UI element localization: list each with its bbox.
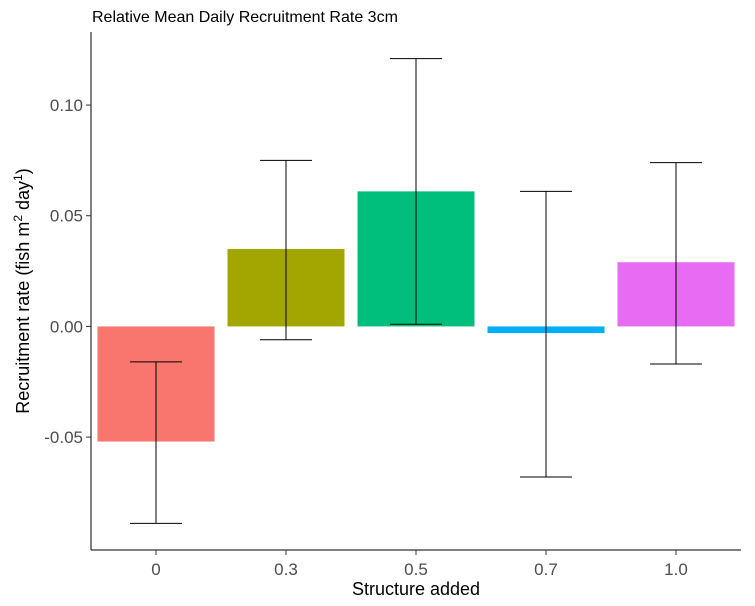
y-ticks-group: -0.05 0.00 0.05 0.10 xyxy=(44,96,91,447)
x-tick-label: 0.3 xyxy=(274,560,298,579)
y-axis-title-sup1: 2 xyxy=(11,215,25,222)
x-tick-label: 0.7 xyxy=(534,560,558,579)
x-tick-label: 0 xyxy=(151,560,160,579)
y-tick-label: 0.10 xyxy=(50,96,83,115)
y-tick-label: -0.05 xyxy=(44,428,83,447)
y-axis-title-end: ) xyxy=(13,168,33,174)
x-tick-label: 1.0 xyxy=(664,560,688,579)
chart-title: Relative Mean Daily Recruitment Rate 3cm xyxy=(92,9,398,26)
y-axis-title-main: Recruitment rate (fish m xyxy=(13,222,33,414)
x-tick-label: 0.5 xyxy=(404,560,428,579)
y-axis-title: Recruitment rate (fish m2 day1) xyxy=(11,168,33,413)
y-tick-label: 0.00 xyxy=(50,317,83,336)
x-axis-title: Structure added xyxy=(352,579,480,599)
x-ticks-group: 0 0.3 0.5 0.7 1.0 xyxy=(151,550,688,579)
y-axis-title-sup2: 1 xyxy=(11,174,25,181)
y-tick-label: 0.05 xyxy=(50,207,83,226)
y-axis-title-mid: day xyxy=(13,181,33,215)
error-bars-group xyxy=(130,58,702,524)
